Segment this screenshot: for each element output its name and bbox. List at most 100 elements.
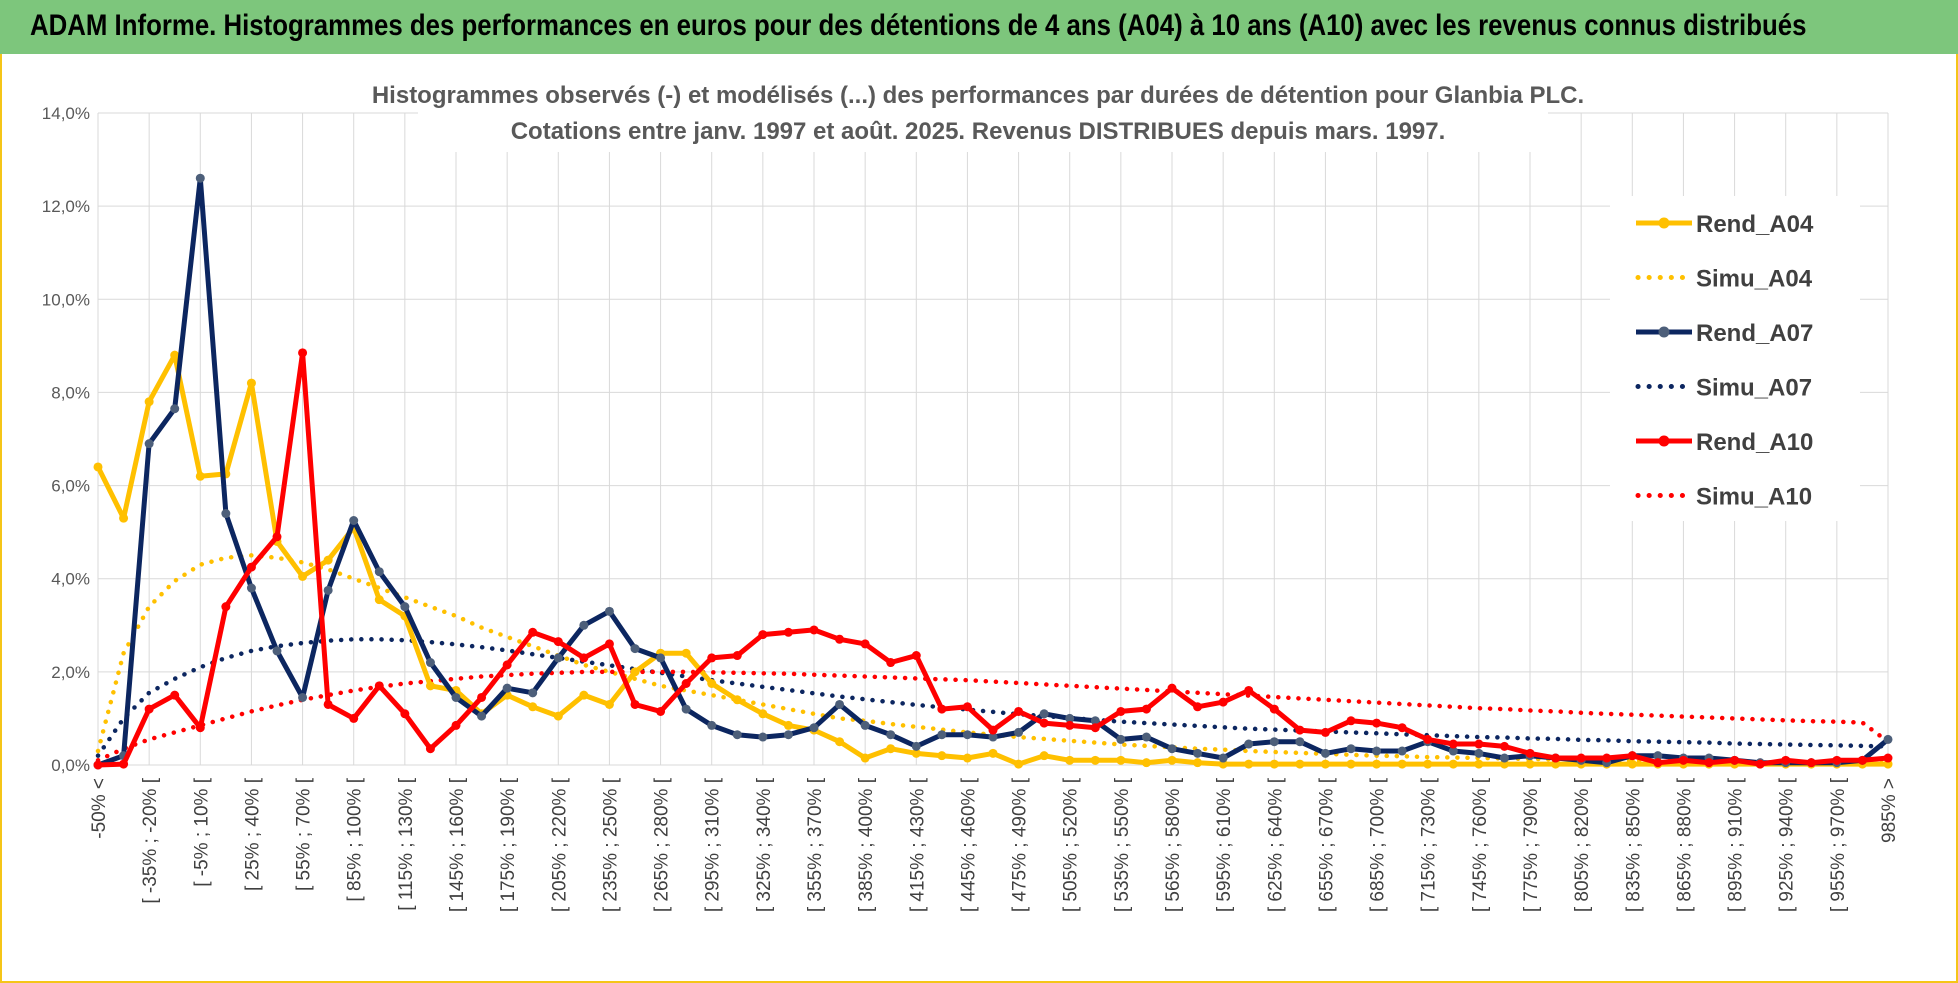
legend-marker [1658, 217, 1670, 229]
data-point [400, 602, 410, 612]
data-point [579, 653, 589, 663]
series-line [95, 637, 1891, 758]
legend-item: Simu_A07 [1635, 375, 1812, 402]
series-line [95, 669, 1891, 763]
data-point [758, 630, 768, 640]
data-point [425, 744, 435, 754]
data-point [1525, 748, 1535, 758]
data-point [1474, 759, 1484, 769]
data-point [1269, 704, 1279, 714]
data-point [170, 404, 180, 414]
data-point [1218, 697, 1228, 707]
data-point [246, 378, 256, 388]
legend-item: Rend_A04 [1636, 211, 1814, 238]
series-simu-a07 [95, 637, 1891, 758]
y-tick-label: 8,0% [51, 383, 90, 402]
x-tick-label: [ 235% ; 250% [ [600, 777, 621, 912]
data-point [1065, 755, 1075, 765]
data-point [1244, 759, 1254, 769]
x-tick-label: [ 475% ; 490% [ [1010, 777, 1031, 912]
data-point [451, 692, 461, 702]
data-point [1678, 755, 1688, 765]
data-point [323, 699, 333, 709]
data-point [1448, 739, 1458, 749]
data-point [1372, 746, 1382, 756]
data-point [119, 513, 129, 523]
data-point [144, 397, 154, 407]
data-point [809, 723, 819, 733]
data-point [1320, 727, 1330, 737]
data-point [1627, 759, 1637, 769]
legend-item: Simu_A10 [1635, 484, 1812, 511]
legend-label: Rend_A10 [1696, 429, 1813, 456]
data-point [1193, 702, 1203, 712]
data-point [886, 658, 896, 668]
data-point [1627, 751, 1637, 761]
data-point [707, 679, 717, 688]
data-point [553, 653, 563, 663]
x-tick-label: [ 925% ; 940% [ [1777, 777, 1798, 912]
data-point [579, 620, 589, 630]
data-point [732, 651, 742, 661]
data-point [1014, 706, 1024, 716]
data-point [962, 730, 972, 740]
data-point [528, 688, 538, 698]
x-tick-label: [ 55% ; 70% [ [294, 777, 315, 891]
data-point [1193, 758, 1203, 768]
data-point [246, 562, 256, 572]
x-tick-label: [ 115% ; 130% [ [396, 777, 417, 910]
x-tick-label: [ -5% ; 10% [ [191, 777, 212, 886]
legend-background [1610, 196, 1860, 521]
data-point [758, 709, 768, 719]
x-tick-label: [ 25% ; 40% [ [242, 777, 263, 891]
data-point [1806, 758, 1816, 768]
x-tick-label: [ 175% ; 190% [ [498, 777, 519, 912]
data-point [502, 683, 512, 693]
data-point [1141, 704, 1151, 714]
data-point [1065, 713, 1075, 723]
data-point [962, 753, 972, 763]
data-point [374, 681, 384, 691]
data-point [886, 744, 896, 754]
data-point [221, 509, 231, 519]
data-point [962, 702, 972, 712]
x-tick-label: [ 385% ; 400% [ [856, 777, 877, 912]
x-tick-label: [ 445% ; 460% [ [958, 777, 979, 912]
data-point [323, 555, 333, 565]
data-point [451, 720, 461, 730]
data-point [528, 627, 538, 637]
y-tick-label: 6,0% [51, 477, 90, 496]
legend-item: Rend_A10 [1636, 429, 1813, 456]
data-point [1320, 759, 1330, 769]
data-point [937, 704, 947, 714]
report-title: ADAM Informe. Histogrammes des performan… [30, 9, 1807, 42]
data-point [1883, 753, 1893, 763]
data-point [758, 732, 768, 742]
data-point [604, 606, 614, 616]
legend-item: Simu_A04 [1635, 266, 1813, 293]
x-tick-label: [ 595% ; 610% [ [1214, 777, 1235, 912]
x-tick-label: 985% > [1879, 778, 1900, 843]
data-point [1320, 748, 1330, 758]
data-point [425, 681, 435, 691]
data-point [1755, 759, 1765, 769]
data-point [1039, 718, 1049, 728]
data-point [144, 704, 154, 714]
data-point [630, 699, 640, 709]
data-point [630, 667, 640, 677]
x-tick-label: [ 805% ; 820% [ [1572, 777, 1593, 912]
legend: Rend_A04 Simu_A04 Rend_A07 Simu_A07 Rend_A10… [1610, 196, 1860, 521]
data-point [349, 713, 359, 723]
legend-label: Simu_A10 [1696, 484, 1812, 511]
data-point [911, 748, 921, 758]
data-point [1602, 753, 1612, 763]
data-point [860, 753, 870, 763]
data-point [1014, 727, 1024, 737]
data-point [298, 692, 308, 702]
data-point [1525, 759, 1535, 769]
data-point [1653, 758, 1663, 768]
data-point [835, 737, 845, 747]
y-tick-label: 2,0% [51, 663, 90, 682]
data-point [119, 759, 129, 769]
data-point [477, 711, 487, 721]
